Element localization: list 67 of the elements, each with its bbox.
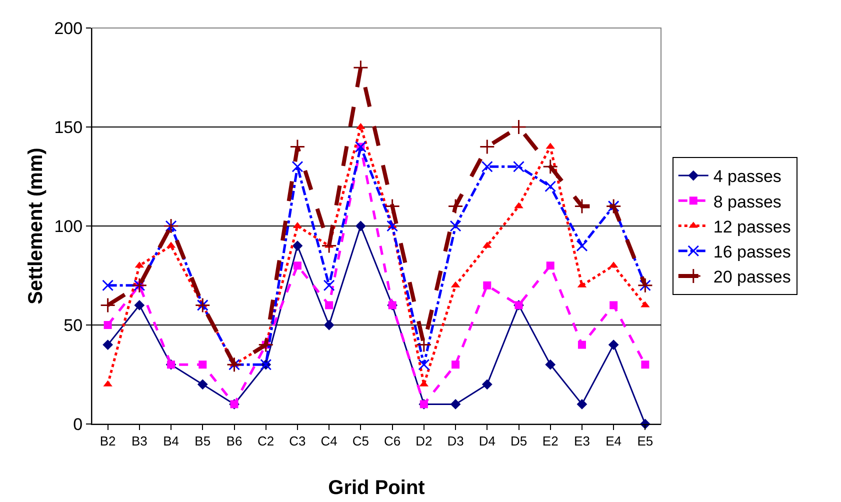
x-tick-label: D2	[416, 434, 432, 449]
x-axis-title: Grid Point	[328, 477, 426, 499]
x-tick-label: D5	[510, 434, 528, 449]
x-tick-label: B6	[226, 434, 242, 449]
y-tick-label: 0	[73, 414, 83, 434]
point	[324, 320, 334, 330]
x-tick-label: C2	[258, 434, 274, 449]
point	[511, 119, 526, 135]
point	[292, 160, 304, 172]
point	[100, 297, 116, 313]
y-tick-label: 50	[64, 316, 83, 335]
x-tick-label: C3	[289, 434, 306, 449]
x-tick-label: E3	[574, 434, 590, 449]
point	[610, 301, 618, 310]
point	[325, 301, 334, 310]
point	[355, 220, 366, 232]
point	[418, 358, 430, 370]
point	[481, 160, 493, 172]
point	[544, 180, 556, 192]
legend-label: 16 passes	[713, 242, 791, 262]
point	[576, 240, 588, 252]
point	[198, 360, 207, 369]
x-tick-label: B5	[194, 434, 211, 449]
x-tick-label: E4	[606, 434, 622, 449]
point	[293, 262, 302, 270]
point	[321, 238, 337, 254]
point	[104, 321, 112, 329]
x-tick-label: D4	[478, 434, 496, 449]
x-tick-label: C6	[384, 434, 401, 449]
point	[546, 262, 554, 270]
y-tick-label: 200	[54, 18, 83, 38]
legend-label: 4 passes	[713, 167, 782, 186]
point	[292, 240, 303, 251]
x-tick-label: B3	[131, 434, 148, 449]
x-tick-label: C4	[320, 434, 338, 449]
point	[578, 340, 586, 349]
point	[290, 139, 306, 155]
point	[608, 340, 619, 350]
x-tick-label: E2	[542, 434, 558, 449]
point	[513, 160, 524, 172]
point	[134, 300, 145, 310]
point	[479, 139, 495, 155]
point	[545, 359, 556, 370]
point	[452, 360, 460, 369]
point	[102, 280, 114, 292]
y-tick-label: 100	[54, 216, 83, 236]
point	[102, 340, 114, 350]
legend-label: 20 passes	[713, 268, 791, 287]
legend-label: 12 passes	[713, 217, 791, 236]
point	[323, 280, 335, 292]
x-tick-label: E5	[637, 434, 654, 449]
point	[482, 379, 492, 390]
y-axis-title: Settlement (mm)	[25, 148, 47, 304]
point	[450, 399, 461, 410]
x-tick-label: C5	[352, 434, 370, 449]
point	[450, 220, 462, 232]
point	[416, 337, 432, 353]
point	[542, 158, 558, 174]
point	[641, 360, 650, 369]
point	[483, 281, 492, 290]
x-tick-label: B2	[100, 434, 116, 449]
x-tick-label: B4	[163, 434, 179, 449]
legend-label: 8 passes	[713, 192, 782, 212]
point	[197, 379, 208, 390]
point	[576, 399, 588, 410]
x-tick-label: D3	[447, 434, 464, 449]
y-tick-label: 150	[54, 118, 83, 137]
